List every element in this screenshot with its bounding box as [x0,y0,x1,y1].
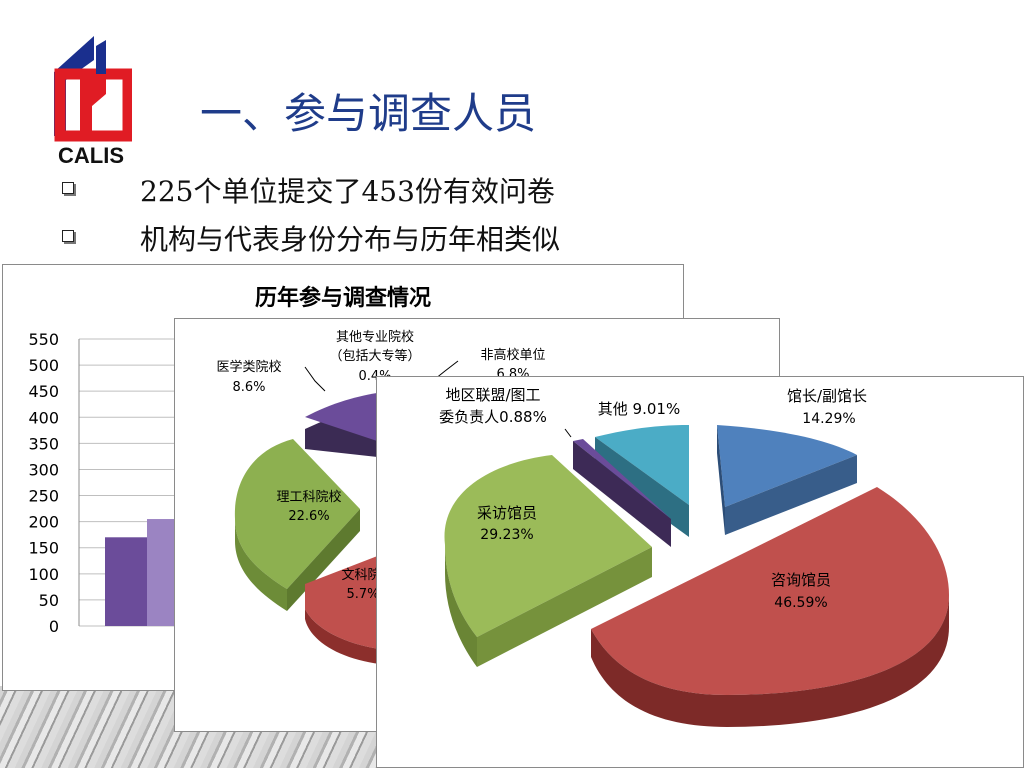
bar-chart-title: 历年参与调查情况 [255,285,431,311]
pie-slice-acquisition-side [477,547,652,667]
role-pie-chart: 馆长/副馆长 14.29% 其他 9.01% 地区联盟/图工 委负责人0.88%… [439,386,949,727]
slice-label: 委负责人0.88% [439,408,547,426]
calis-logo [54,36,132,142]
y-tick-label: 550 [28,330,59,349]
pie-slice-director [717,425,857,507]
pie-slice-acquisition-edge [445,545,477,667]
pie-slice-regional [573,439,671,519]
y-tick-label: 150 [28,539,59,558]
y-tick-label: 350 [28,434,59,453]
leader-line [564,428,572,438]
y-tick-label: 0 [49,617,59,636]
pie-slice-medical [305,391,395,447]
pie-slice-director-side [717,425,725,535]
slice-sub-label: （包括大专等） [329,348,420,364]
slice-label: 文科院 [341,568,380,583]
slice-value-label: 22.6% [288,509,329,524]
y-tick-label: 450 [28,382,59,401]
pie-slice-regional-side [573,441,671,547]
logo-text: CALIS [58,143,124,168]
slice-label: 其他专业院校 [336,329,414,345]
pie-slice-other [595,425,689,505]
slice-label: 地区联盟/图工 [445,386,540,404]
slice-value-label: 8.6% [232,380,265,395]
role-pie-card[interactable]: 馆长/副馆长 14.29% 其他 9.01% 地区联盟/图工 委负责人0.88%… [376,376,1024,768]
slice-label: 采访馆员 [477,504,537,522]
pie-slice-science [234,439,360,589]
y-tick-label: 200 [28,513,59,532]
slice-label: 医学类院校 [216,359,281,375]
leader-line [304,366,326,392]
slice-label: 理工科院校 [276,489,341,505]
pie-slice-reference [591,487,949,695]
slice-label: 其他 9.01% [598,400,680,418]
slice-value-label: 46.59% [774,595,827,611]
institution-pie-chart: 医学类院校 8.6% 其他专业院校 （包括大专等） 0.4% 非高校单位 6.8… [216,329,546,664]
pie-slice-reference-side [591,595,949,727]
slice-label: 咨询馆员 [771,571,831,589]
y-tick-label: 500 [28,356,59,375]
slice-value-label: 29.23% [480,527,533,543]
checkbox-bullet-icon [62,230,74,242]
slice-value-label: 5.7% [346,587,379,602]
y-tick-label: 300 [28,460,59,479]
pie-slice-arts [305,555,380,649]
bar-mark [105,537,147,626]
y-tick-label: 100 [28,565,59,584]
checkbox-bullet-icon [62,182,74,194]
y-tick-label: 250 [28,487,59,506]
y-tick-label: 50 [39,591,59,610]
pie-slice-other-side [595,437,689,537]
slice-label: 馆长/副馆长 [787,387,867,405]
pie-slice-science-edge [235,519,287,611]
pie-slice-acquisition [444,455,652,637]
slide-title: 一、参与调查人员 [200,89,537,138]
pie-slice-arts-side [305,609,380,664]
y-tick-label: 400 [28,408,59,427]
slice-label: 非高校单位 [480,347,545,363]
slice-value-label: 14.29% [802,411,855,427]
pie-slice-director-side [725,455,857,535]
